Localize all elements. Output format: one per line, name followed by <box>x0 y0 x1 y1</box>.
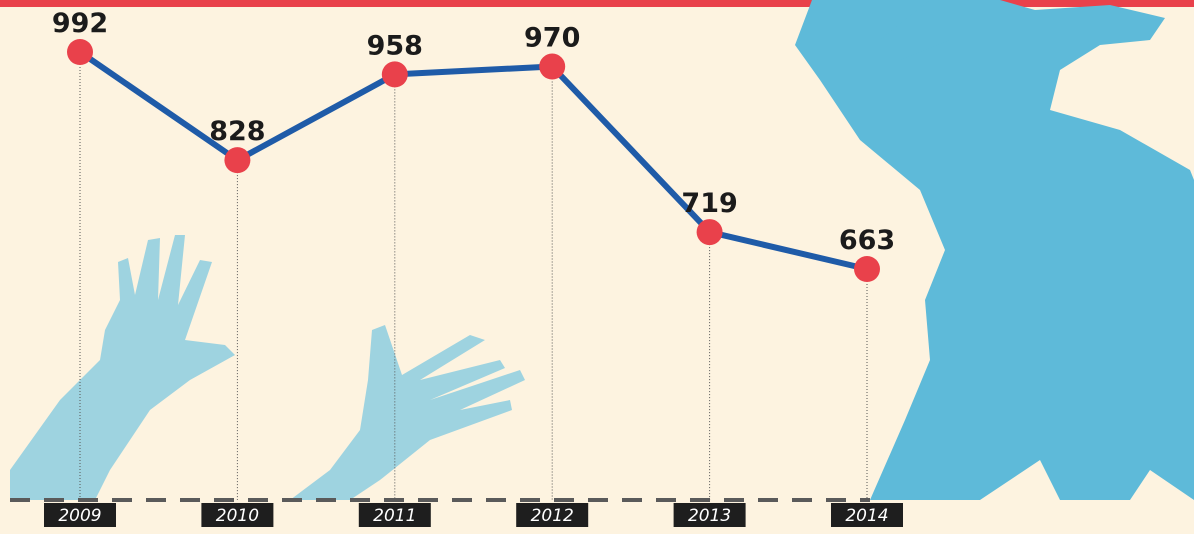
x-tick-label: 2009 <box>58 506 101 526</box>
value-label: 970 <box>524 23 580 54</box>
marker <box>67 39 93 65</box>
x-tick-label: 2013 <box>688 506 731 526</box>
marker <box>539 54 565 80</box>
x-tick-label: 2014 <box>845 506 888 526</box>
value-label: 719 <box>681 188 737 219</box>
value-label: 992 <box>52 8 108 39</box>
x-tick-label: 2010 <box>216 506 259 526</box>
marker <box>224 147 250 173</box>
x-tick-label: 2011 <box>373 506 416 526</box>
value-label: 663 <box>839 225 895 256</box>
marker <box>854 256 880 282</box>
value-label: 958 <box>367 30 423 61</box>
marker <box>382 61 408 87</box>
chart: 2009 2010 2011 2012 2013 2014 992 828 958 970 719 6… <box>0 0 1194 534</box>
value-label: 828 <box>209 116 265 147</box>
marker <box>697 219 723 245</box>
x-tick-label: 2012 <box>531 506 574 526</box>
